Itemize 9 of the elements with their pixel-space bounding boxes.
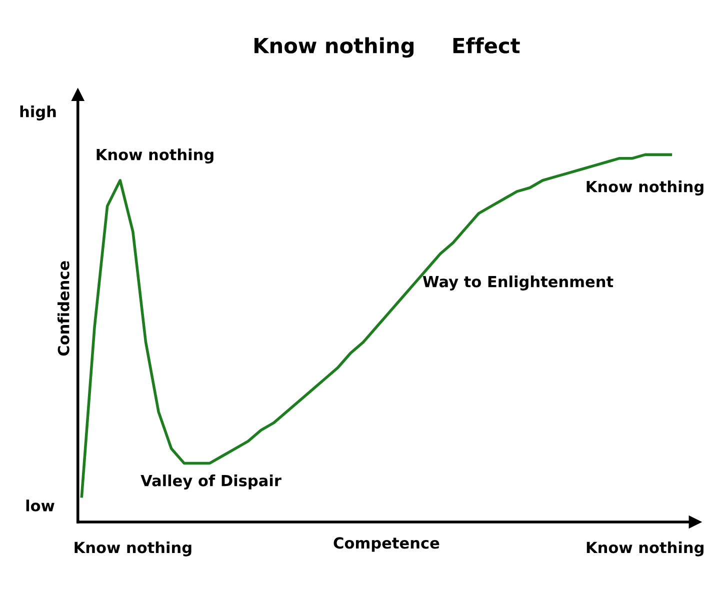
y-axis-title: Confidence: [58, 261, 70, 356]
annotation: Valley of Dispair: [140, 474, 282, 490]
annotation: Know nothing: [96, 148, 214, 164]
annotation: Know nothing: [586, 180, 704, 196]
text: high: [20, 106, 56, 120]
chart-title: Know nothing Effect: [254, 37, 520, 58]
text: low: [26, 500, 54, 512]
x-axis-title: Competence: [334, 537, 440, 552]
annotation: Way to Enlightenment: [422, 276, 614, 290]
